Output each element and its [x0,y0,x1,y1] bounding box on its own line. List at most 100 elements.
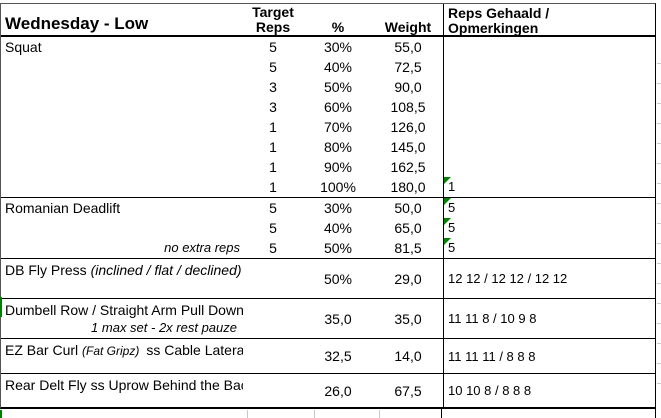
table-row-squat-4: 3 60% 108,5 [1,97,655,117]
target-reps-cell[interactable]: 5 [269,59,277,75]
result-cell[interactable]: 1 [443,177,655,197]
col-header-weight: Weight [373,4,443,35]
result-cell[interactable] [443,57,655,77]
weight-cell[interactable]: 35,0 [373,299,443,338]
percent-cell[interactable]: 100% [320,179,356,195]
exercise-name-cell[interactable] [1,57,243,77]
exercise-name: EZ Bar Curl [5,342,83,358]
target-reps-cell[interactable]: 3 [269,99,277,115]
workout-table: Wednesday - Low Target Reps % Weight Rep… [0,3,656,409]
percent-cell[interactable]: 50% [303,259,373,298]
result-cell[interactable]: 12 12 / 12 12 / 12 12 [443,259,655,298]
target-reps-cell[interactable]: 5 [269,220,277,236]
percent-cell[interactable]: 32,5 [303,339,373,373]
exercise-name-cell[interactable] [1,97,243,117]
error-flag-icon [444,177,451,184]
table-row-rdl-2: 5 40% 65,0 5 [1,218,655,238]
exercise-name-cell[interactable] [1,218,243,238]
exercise-name-cell[interactable] [1,77,243,97]
percent-cell[interactable]: 50% [323,79,353,95]
target-reps-cell[interactable]: 1 [269,159,277,175]
weight-cell[interactable]: 180,0 [390,179,426,195]
target-reps-cell[interactable]: 5 [269,39,277,55]
exercise-name-note: (Fat Gripz) [82,344,140,358]
weight-cell[interactable]: 72,5 [394,59,422,75]
exercise-name-cell[interactable]: Dumbell Row / Straight Arm Pull Down 1 m… [1,299,243,338]
weight-cell[interactable]: 67,5 [373,374,443,407]
column-border-stub [655,409,656,418]
row-gridline-stubs [657,44,661,396]
exercise-name-cell[interactable] [1,137,243,157]
percent-cell[interactable]: 90% [323,159,353,175]
exercise-note-cell[interactable]: no extra reps [164,240,240,255]
percent-cell[interactable]: 50% [323,240,353,256]
percent-cell[interactable]: 70% [323,119,353,135]
table-row-squat-8: 1 100% 180,0 1 [1,177,655,197]
percent-cell[interactable]: 30% [323,39,353,55]
weight-cell[interactable]: 108,5 [390,99,426,115]
percent-cell[interactable]: 40% [323,59,353,75]
table-row-rdl-1: Romanian Deadlift 5 30% 50,0 5 [1,197,655,218]
target-reps-cell[interactable]: 1 [269,119,277,135]
table-row-squat-3: 3 50% 90,0 [1,77,655,97]
exercise-name-cell[interactable] [1,117,243,137]
result-cell[interactable]: 5 [443,218,655,238]
target-reps-cell[interactable]: 5 [269,200,277,216]
result-cell[interactable]: 5 [443,198,655,218]
exercise-name-cell[interactable]: Rear Delt Fly ss Uprow Behind the Back [1,374,243,407]
exercise-name-cell[interactable] [1,157,243,177]
weight-cell[interactable]: 55,0 [394,39,422,55]
weight-cell[interactable]: 65,0 [394,220,422,236]
target-reps-cell[interactable]: 1 [269,139,277,155]
percent-cell[interactable]: 26,0 [303,374,373,407]
result-cell[interactable]: 11 11 8 / 10 9 8 [443,299,655,338]
col-header-target-line2: Reps [255,19,291,35]
target-reps-cell[interactable] [243,259,303,298]
result-value: 12 12 / 12 12 / 12 12 [448,271,568,286]
weight-cell[interactable]: 90,0 [394,79,422,95]
percent-cell[interactable]: 35,0 [303,299,373,338]
weight-cell[interactable]: 50,0 [394,200,422,216]
target-reps-cell[interactable] [243,339,303,373]
result-cell[interactable] [443,137,655,157]
target-reps-cell[interactable] [243,299,303,338]
exercise-name-cell[interactable]: EZ Bar Curl (Fat Gripz) ss Cable Lateral … [1,339,243,373]
result-cell[interactable]: 5 [443,238,655,258]
weight-cell[interactable]: 29,0 [373,259,443,298]
target-reps-cell[interactable]: 3 [269,79,277,95]
col-header-percent-label: % [331,19,345,35]
page-title: Wednesday - Low [5,14,149,33]
percent-cell[interactable]: 30% [323,200,353,216]
weight-cell[interactable]: 126,0 [390,119,426,135]
exercise-name-cell[interactable]: Romanian Deadlift [5,200,121,216]
exercise-name-cell[interactable]: DB Fly Press (inclined / flat / declined… [1,259,243,298]
exercise-sub-note: 1 max set - 2x rest pauze [91,320,237,335]
table-row-db-fly-press: DB Fly Press (inclined / flat / declined… [1,258,655,298]
table-row-dumbell-row: Dumbell Row / Straight Arm Pull Down 1 m… [1,298,655,338]
table-row-rear-delt-fly: Rear Delt Fly ss Uprow Behind the Back 2… [1,373,655,407]
col-header-result-line1: Reps Gehaald / [448,5,550,21]
table-row-rdl-3: no extra reps 5 50% 81,5 5 [1,238,655,258]
error-flag-icon [444,198,451,205]
target-reps-cell[interactable]: 1 [269,179,277,195]
result-cell[interactable]: 11 11 11 / 8 8 8 [443,339,655,373]
result-cell[interactable] [443,97,655,117]
result-cell[interactable] [443,37,655,57]
exercise-name-cell[interactable]: Squat [5,39,42,55]
error-flag-icon [444,218,451,225]
weight-cell[interactable]: 14,0 [373,339,443,373]
target-reps-cell[interactable]: 5 [269,240,277,256]
weight-cell[interactable]: 145,0 [390,139,426,155]
percent-cell[interactable]: 60% [323,99,353,115]
result-cell[interactable]: 10 10 8 / 8 8 8 [443,374,655,407]
result-cell[interactable] [443,77,655,97]
result-cell[interactable] [443,117,655,137]
percent-cell[interactable]: 40% [323,220,353,236]
percent-cell[interactable]: 80% [323,139,353,155]
weight-cell[interactable]: 81,5 [394,240,422,256]
weight-cell[interactable]: 162,5 [390,159,426,175]
exercise-name-cell[interactable] [1,177,243,197]
result-value: 10 10 8 / 8 8 8 [448,383,532,398]
target-reps-cell[interactable] [243,374,303,407]
result-cell[interactable] [443,157,655,177]
